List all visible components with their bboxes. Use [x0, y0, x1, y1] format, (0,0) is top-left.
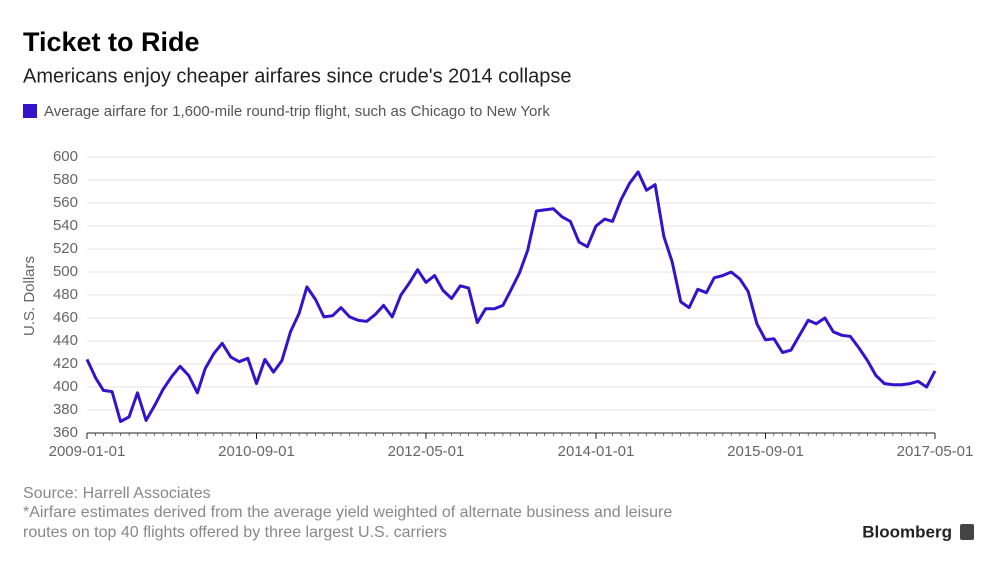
y-tick-label: 380 — [53, 401, 78, 418]
y-tick-label: 500 — [53, 263, 78, 280]
chart-title: Ticket to Ride — [23, 27, 200, 57]
y-tick-label: 600 — [53, 148, 78, 165]
source: Source: Harrell Associates — [23, 485, 211, 502]
y-tick-label: 580 — [53, 171, 78, 188]
brand-icon — [960, 524, 974, 540]
y-tick-label: 460 — [53, 309, 78, 326]
y-tick-label: 420 — [53, 355, 78, 372]
x-tick-label: 2010-09-01 — [218, 443, 295, 460]
x-tick-label: 2014-01-01 — [558, 443, 635, 460]
line — [85, 170, 937, 423]
x-tick-label: 2009-01-01 — [49, 443, 126, 460]
y-tick-label: 400 — [53, 378, 78, 395]
chart-subtitle: Americans enjoy cheaper airfares since c… — [23, 65, 572, 87]
x-tick-label: 2015-09-01 — [727, 443, 804, 460]
y-tick-label: 560 — [53, 194, 78, 211]
brand: Bloomberg — [862, 522, 952, 541]
y-tick-label: 520 — [53, 240, 78, 257]
y-tick-label: 480 — [53, 286, 78, 303]
x-tick-label: 2017-05-01 — [897, 443, 974, 460]
y-axis-label: U.S. Dollars — [21, 256, 38, 336]
footnote: routes on top 40 flights offered by thre… — [23, 524, 447, 541]
legend-swatch — [23, 104, 37, 118]
y-tick-label: 440 — [53, 332, 78, 349]
x-tick-label: 2012-05-01 — [388, 443, 465, 460]
y-tick-label: 540 — [53, 217, 78, 234]
y-tick-label: 360 — [53, 424, 78, 441]
legend-label: Average airfare for 1,600-mile round-tri… — [44, 103, 550, 120]
footnote: *Airfare estimates derived from the aver… — [23, 504, 672, 521]
